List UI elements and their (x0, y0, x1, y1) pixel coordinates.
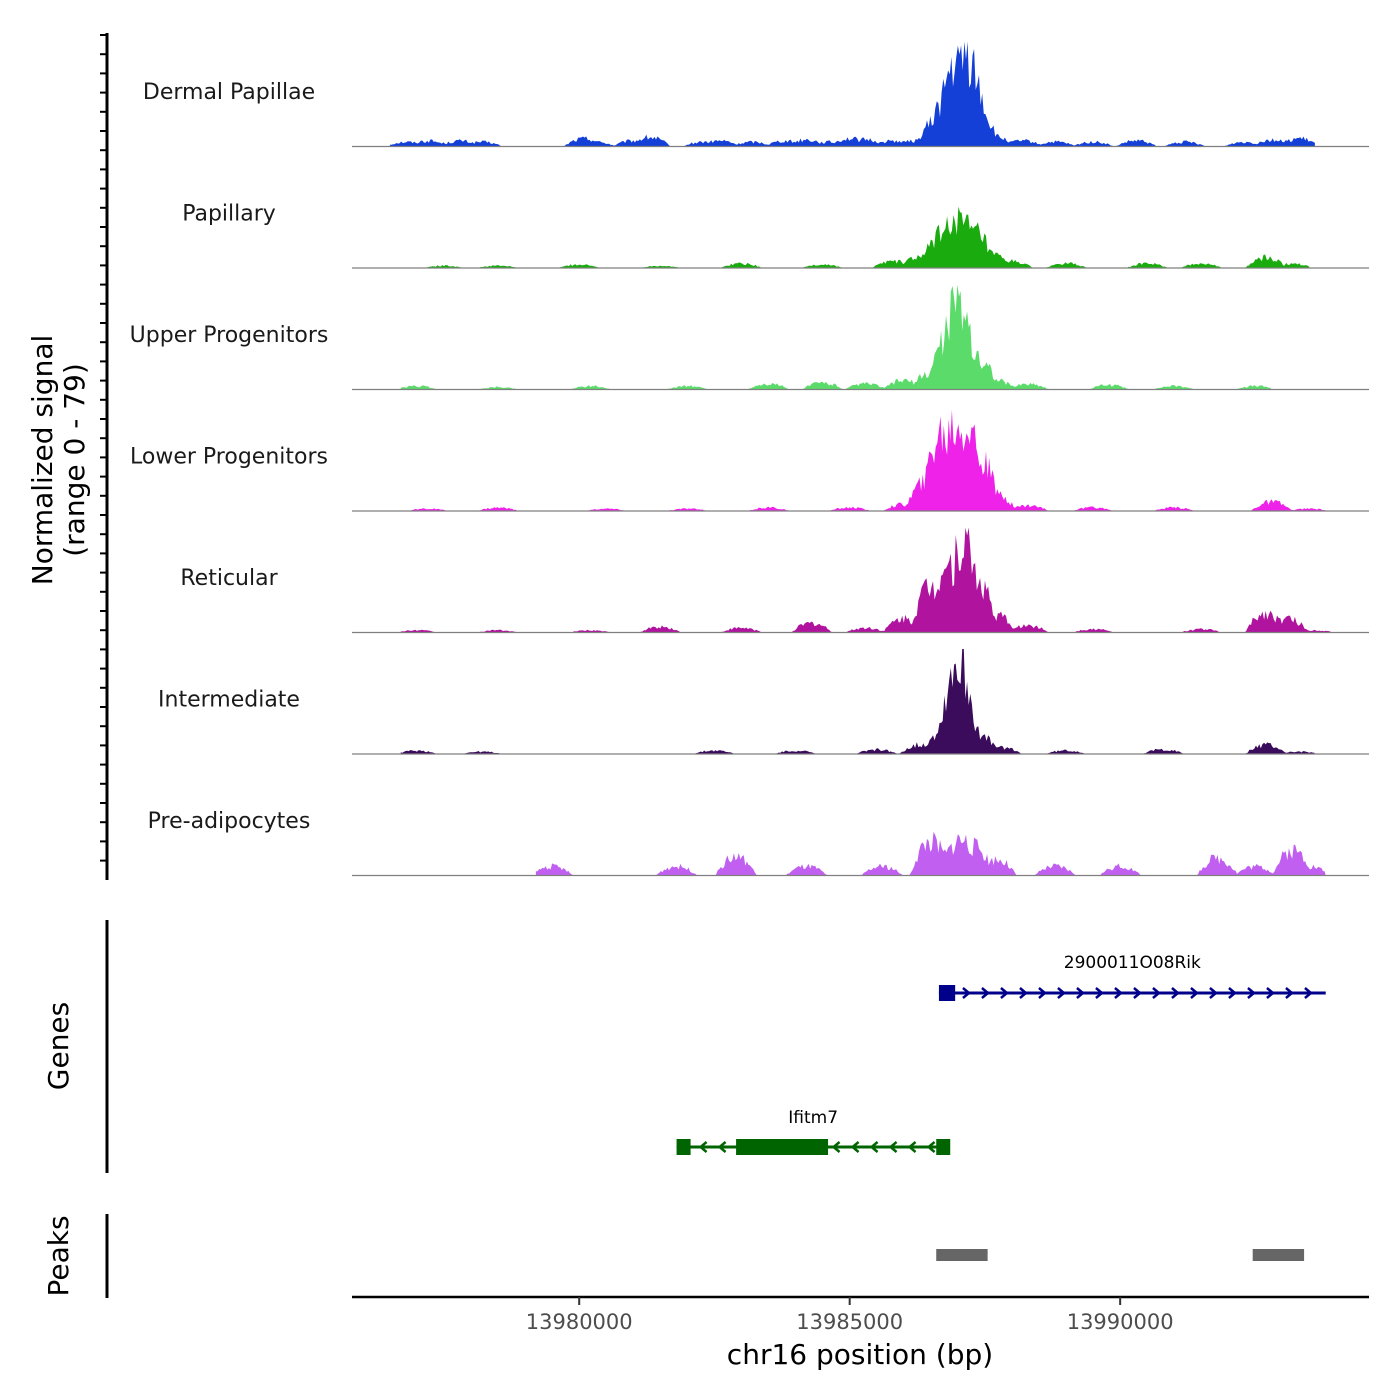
coverage-area (400, 649, 1315, 754)
track-reticular: Reticular (180, 527, 1369, 634)
strand-chevron (981, 987, 990, 999)
x-tick-label: 13980000 (526, 1310, 633, 1334)
track-dermal-papillae: Dermal Papillae (143, 41, 1369, 148)
strand-chevron (1285, 987, 1294, 999)
gene-2900011o08rik: 2900011O08Rik (938, 953, 1326, 1001)
strand-chevron (1152, 987, 1161, 999)
x-tick-label: 13985000 (796, 1310, 903, 1334)
strand-chevron (907, 1141, 917, 1153)
y-axis-title: Normalized signal (26, 335, 59, 586)
track-pre-adipocytes: Pre-adipocytes (148, 809, 1369, 877)
strand-chevron (1019, 987, 1028, 999)
strand-chevron (850, 1141, 860, 1153)
strand-chevron (1228, 987, 1237, 999)
y-axis-subtitle: (range 0 - 79) (58, 363, 91, 557)
track-upper-progenitors: Upper Progenitors (130, 284, 1369, 391)
strand-chevron (1266, 987, 1275, 999)
coverage-area (400, 527, 1332, 633)
track-lower-progenitors: Lower Progenitors (130, 409, 1369, 512)
coverage-area (400, 284, 1272, 390)
track-label: Pre-adipocytes (148, 809, 311, 834)
track-intermediate: Intermediate (158, 649, 1369, 755)
track-label: Reticular (180, 566, 278, 591)
strand-chevron (926, 1141, 936, 1153)
strand-chevron (869, 1141, 879, 1153)
strand-chevron (1057, 987, 1066, 999)
signal-y-ticks (100, 34, 107, 862)
coverage-area (535, 831, 1326, 876)
track-label: Lower Progenitors (130, 445, 328, 470)
gene-ifitm7: Ifitm7 (676, 1108, 951, 1155)
strand-chevron (1209, 987, 1218, 999)
strand-chevron (1247, 987, 1256, 999)
strand-chevron (698, 1141, 708, 1153)
peaks-track (936, 1249, 1305, 1261)
strand-chevron (888, 1141, 898, 1153)
peak-region (936, 1249, 988, 1261)
x-axis-ticks: 13980000 13985000 13990000 (526, 1297, 1174, 1334)
track-label: Intermediate (158, 688, 300, 713)
strand-chevron (1095, 987, 1104, 999)
peaks-track-title: Peaks (42, 1215, 75, 1296)
strand-chevron (1038, 987, 1047, 999)
track-label: Papillary (182, 202, 276, 227)
coverage-area (411, 409, 1326, 511)
strand-chevron (1000, 987, 1009, 999)
strand-chevron (962, 987, 971, 999)
strand-chevron (1076, 987, 1085, 999)
peak-region (1252, 1249, 1305, 1261)
x-axis-title: chr16 position (bp) (727, 1338, 993, 1371)
track-papillary: Papillary (182, 202, 1369, 269)
genes-track-title: Genes (42, 1002, 75, 1090)
x-tick-label: 13990000 (1067, 1310, 1174, 1334)
strand-chevron (831, 1141, 841, 1153)
coverage-area (389, 41, 1315, 147)
gene-exon (736, 1139, 829, 1155)
gene-exon (936, 1139, 951, 1155)
genes-track: 2900011O08Rik Ifitm7 (676, 953, 1326, 1155)
strand-chevron (1190, 987, 1199, 999)
gene-exon (938, 985, 956, 1001)
gene-label: Ifitm7 (788, 1108, 838, 1128)
gene-exon (676, 1139, 691, 1155)
track-label: Upper Progenitors (130, 323, 329, 348)
strand-chevron (1133, 987, 1142, 999)
coverage-area (427, 206, 1310, 268)
strand-chevron (1304, 987, 1313, 999)
strand-chevron (1171, 987, 1180, 999)
strand-chevron (717, 1141, 727, 1153)
track-label: Dermal Papillae (143, 80, 315, 105)
coverage-tracks: Dermal Papillae Papillary Upper Progenitor… (130, 41, 1369, 877)
strand-chevron (1114, 987, 1123, 999)
gene-label: 2900011O08Rik (1064, 953, 1201, 973)
